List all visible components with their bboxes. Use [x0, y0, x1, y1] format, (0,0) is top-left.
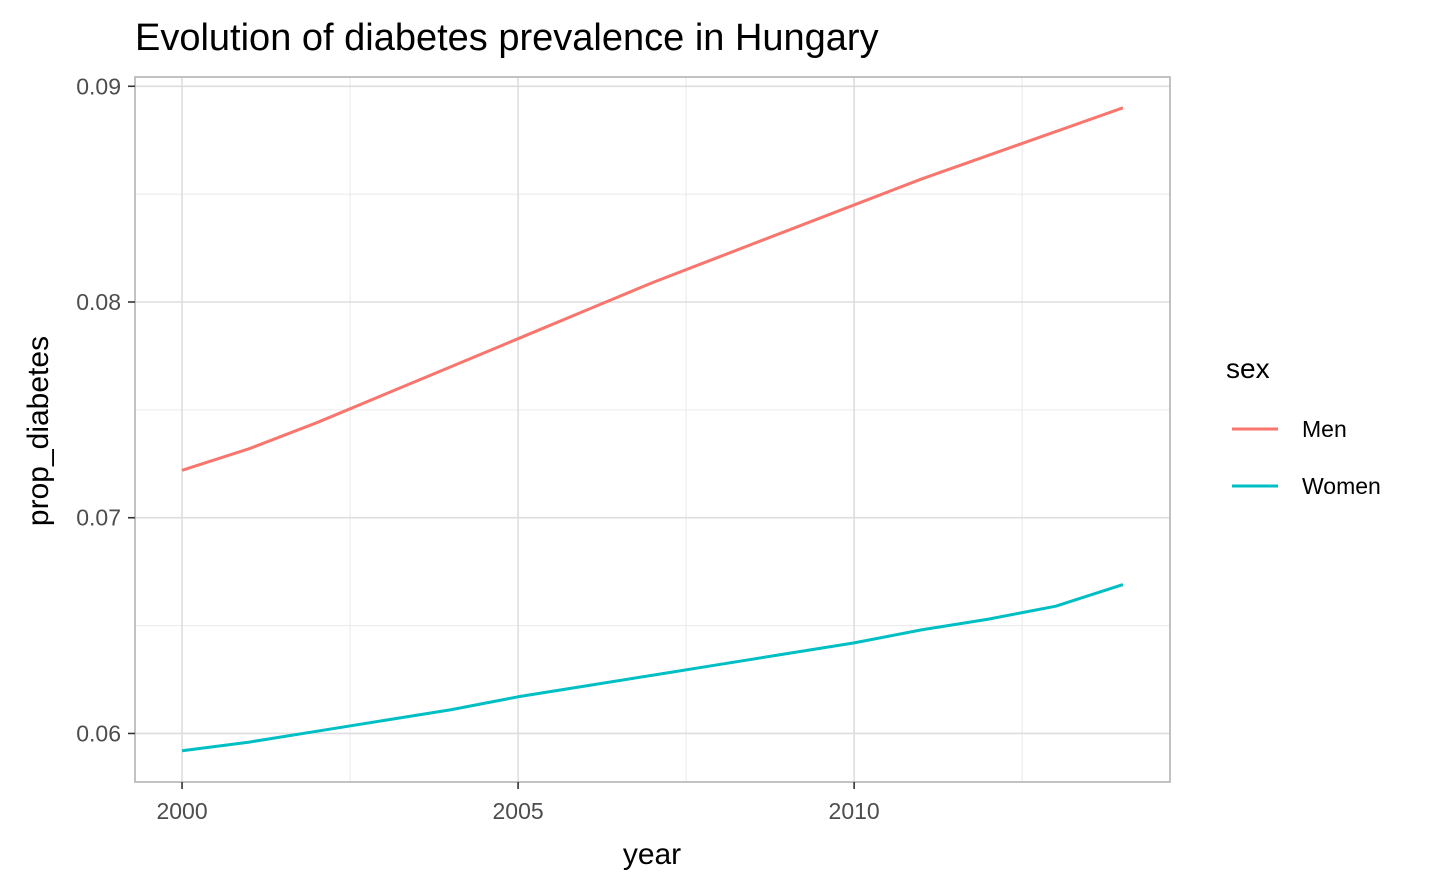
legend-title: sex: [1226, 353, 1270, 384]
chart-title: Evolution of diabetes prevalence in Hung…: [135, 17, 879, 59]
y-tick-label: 0.06: [76, 720, 121, 746]
y-tick-label: 0.08: [76, 289, 121, 315]
legend-label-men: Men: [1302, 416, 1347, 442]
x-tick-label: 2000: [156, 798, 207, 824]
series-line-men: [181, 106, 1124, 472]
y-axis-title: prop_diabetes: [22, 336, 55, 526]
series-line-women: [181, 583, 1124, 753]
grid: [135, 77, 1170, 782]
x-tick-label: 2005: [492, 798, 543, 824]
series-lines: [181, 106, 1124, 753]
legend-label-women: Women: [1302, 473, 1381, 499]
x-tick-label: 2010: [829, 798, 880, 824]
x-axis-title: year: [623, 838, 681, 871]
x-axis-ticks: 2000 2005 2010: [156, 782, 880, 824]
panel-border: [134, 76, 1171, 783]
y-tick-label: 0.09: [76, 73, 121, 99]
y-axis-ticks: 0.06 0.07 0.08 0.09: [76, 73, 135, 746]
legend: sex Men Women: [1226, 353, 1381, 499]
y-tick-label: 0.07: [76, 505, 121, 531]
